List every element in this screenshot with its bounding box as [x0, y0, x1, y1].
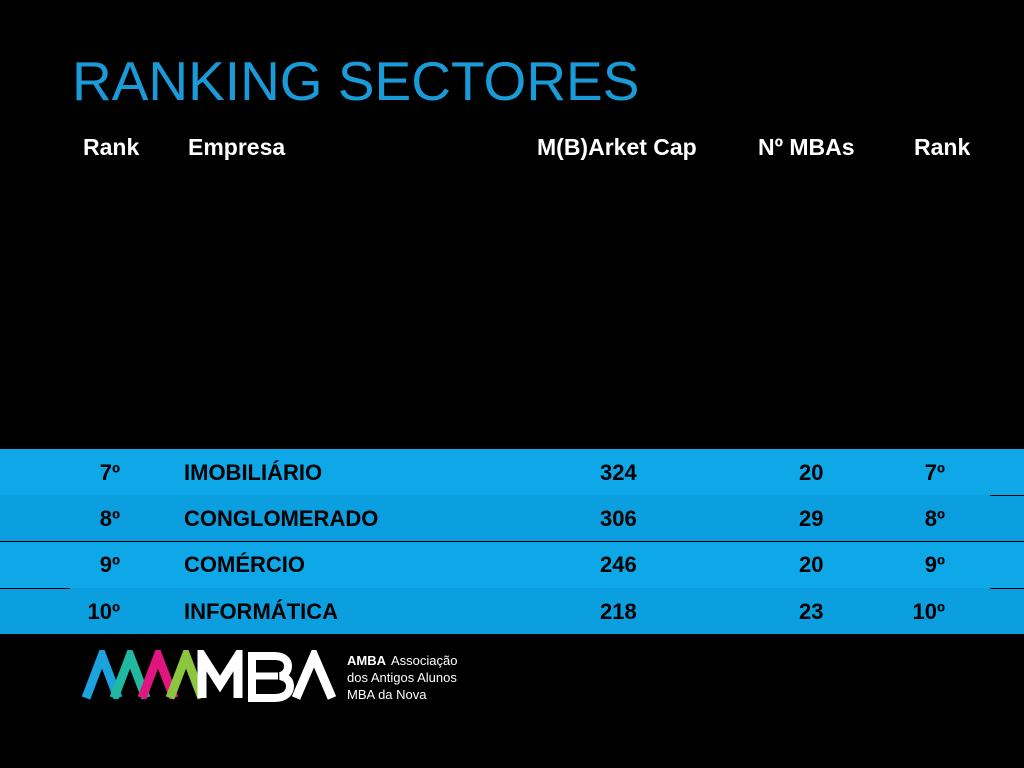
row-band — [0, 542, 1024, 588]
header-mbas: Nº MBAs — [758, 134, 855, 160]
header-market-cap: M(B)Arket Cap — [537, 134, 697, 160]
cell-mbas: 29 — [799, 506, 824, 531]
cell-rank: 7º — [99, 460, 120, 485]
cell-mbas: 20 — [799, 460, 824, 485]
table-row: 10º INFORMÁTICA 218 23 10º — [0, 588, 1024, 634]
amba-logo — [82, 650, 337, 702]
cell-mbas: 23 — [799, 599, 824, 624]
table-row: 7º IMOBILIÁRIO 324 20 7º — [0, 449, 1024, 495]
cell-market-cap: 324 — [600, 460, 637, 485]
cell-rank-2: 10º — [912, 599, 945, 624]
cell-empresa: IMOBILIÁRIO — [184, 460, 323, 485]
amba-wordmark-icon — [82, 650, 337, 702]
amba-name: AMBA — [347, 653, 386, 668]
header-rank: Rank — [83, 134, 140, 160]
cell-mbas: 20 — [799, 552, 824, 577]
ranking-table-body: 7º IMOBILIÁRIO 324 20 7º 8º CONGLOMERADO… — [0, 449, 1024, 635]
cell-rank: 8º — [99, 506, 120, 531]
cell-empresa: COMÉRCIO — [184, 552, 305, 577]
table-row: 8º CONGLOMERADO 306 29 8º — [0, 495, 1024, 541]
header-rank-2: Rank — [914, 134, 971, 160]
cell-market-cap: 246 — [600, 552, 637, 577]
slide-title: RANKING SECTORES — [72, 50, 640, 112]
amba-line3: MBA da Nova — [347, 687, 427, 702]
cell-empresa: CONGLOMERADO — [184, 506, 379, 531]
row-band — [0, 588, 1024, 634]
cell-market-cap: 218 — [600, 599, 637, 624]
cell-empresa: INFORMÁTICA — [184, 599, 338, 624]
amba-logo-text: AMBA Associação dos Antigos Alunos MBA da… — [347, 652, 457, 703]
cell-rank-2: 8º — [924, 506, 945, 531]
cell-market-cap: 306 — [600, 506, 637, 531]
row-divider — [0, 588, 70, 589]
header-empresa: Empresa — [188, 134, 286, 160]
row-band — [0, 495, 1024, 541]
cell-rank: 9º — [99, 552, 120, 577]
table-row: 9º COMÉRCIO 246 20 9º — [0, 541, 1024, 587]
amba-line2: dos Antigos Alunos — [347, 670, 457, 685]
row-divider — [990, 588, 1024, 589]
cell-rank-2: 7º — [924, 460, 945, 485]
cell-rank: 10º — [87, 599, 120, 624]
amba-line1: Associação — [391, 653, 458, 668]
cell-rank-2: 9º — [924, 552, 945, 577]
row-band — [0, 449, 1024, 495]
row-divider — [990, 495, 1024, 496]
